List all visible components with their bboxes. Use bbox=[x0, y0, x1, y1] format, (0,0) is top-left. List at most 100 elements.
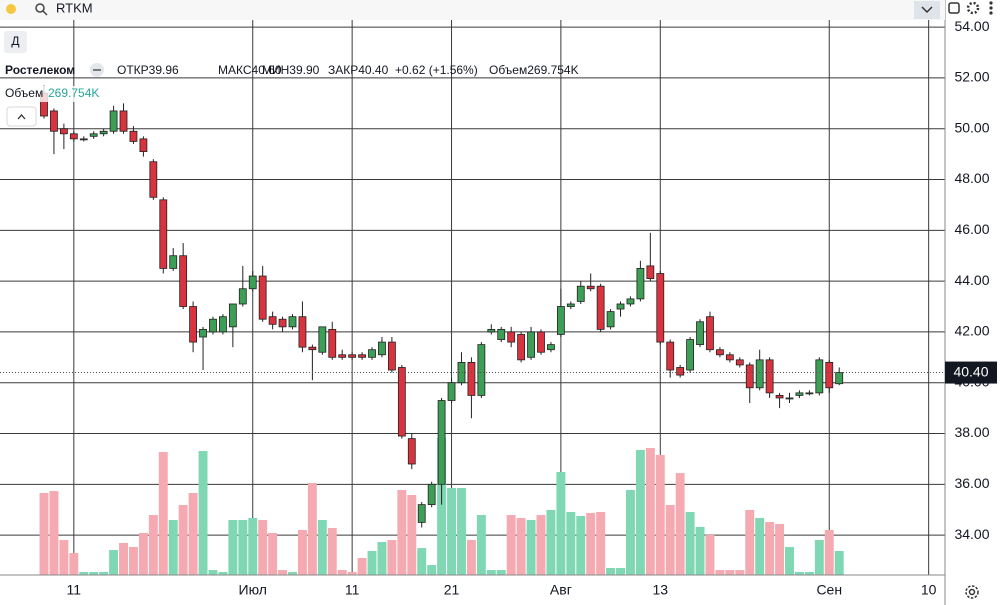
candle-body bbox=[745, 364, 754, 389]
volume-bar bbox=[238, 520, 248, 575]
candle-body bbox=[596, 285, 605, 330]
menu-button[interactable] bbox=[989, 1, 993, 15]
candle-body bbox=[348, 354, 357, 358]
volume-legend-label: Объем bbox=[5, 86, 43, 100]
candle-layer bbox=[40, 85, 844, 528]
x-tick-label: 13 bbox=[652, 582, 668, 598]
volume-bar bbox=[794, 571, 804, 575]
candle-body bbox=[815, 359, 824, 394]
candle-body bbox=[169, 255, 178, 269]
candle-body bbox=[537, 331, 545, 353]
volume-bar bbox=[288, 571, 297, 575]
volume-legend-value: 269.754K bbox=[48, 86, 99, 100]
candle-body bbox=[79, 138, 88, 141]
candle-body bbox=[616, 303, 625, 310]
volume-bar bbox=[576, 516, 586, 575]
candle-body bbox=[209, 318, 217, 333]
volume-bar bbox=[228, 520, 238, 575]
candle-body bbox=[626, 298, 635, 305]
volume-bar bbox=[119, 542, 128, 575]
volume-bar bbox=[496, 570, 506, 575]
search-icon[interactable] bbox=[35, 3, 48, 16]
candle-body bbox=[825, 361, 834, 389]
candle-body bbox=[785, 397, 794, 400]
y-tick-label: 36.00 bbox=[954, 475, 989, 491]
candle-body bbox=[447, 382, 456, 401]
symbol[interactable]: RTKM bbox=[56, 0, 93, 15]
candle-body bbox=[298, 316, 307, 348]
candle-body bbox=[368, 349, 376, 358]
volume-bar bbox=[596, 512, 606, 575]
candle-body bbox=[238, 288, 247, 305]
y-tick-label: 34.00 bbox=[954, 526, 989, 542]
volume-bar bbox=[556, 471, 566, 575]
stat: МИН39.90 bbox=[262, 63, 320, 77]
candle-body bbox=[755, 359, 764, 389]
volume-bar bbox=[476, 515, 486, 575]
volume-bar bbox=[327, 528, 337, 575]
volume-bar bbox=[347, 571, 357, 575]
volume-bar bbox=[765, 521, 775, 575]
volume-bar bbox=[685, 512, 695, 575]
volume-bar bbox=[437, 437, 447, 575]
candle-body bbox=[179, 255, 188, 307]
candle-body bbox=[507, 331, 516, 343]
candle-body bbox=[119, 110, 128, 132]
y-tick-label: 38.00 bbox=[954, 424, 989, 440]
candle-body bbox=[159, 199, 168, 269]
candle-body bbox=[547, 344, 555, 351]
volume-bar bbox=[59, 540, 69, 575]
volume-bar bbox=[675, 473, 685, 575]
dropdown[interactable] bbox=[914, 1, 940, 19]
volume-bar bbox=[168, 520, 178, 575]
volume-bar bbox=[268, 533, 278, 575]
volume-bar bbox=[367, 550, 377, 575]
volume-bar bbox=[387, 540, 397, 575]
volume-bar bbox=[526, 520, 536, 575]
volume-bar bbox=[804, 571, 814, 575]
x-tick-label: 10 bbox=[921, 582, 937, 598]
candle-body bbox=[219, 316, 227, 333]
volume-bar bbox=[188, 492, 198, 575]
candle-body bbox=[99, 130, 108, 135]
candle-body bbox=[288, 316, 297, 328]
volume-bar bbox=[417, 548, 427, 575]
candle-body bbox=[775, 395, 784, 399]
collapse-button[interactable] bbox=[6, 106, 37, 127]
volume-bar bbox=[635, 450, 645, 575]
volume-bar bbox=[427, 565, 437, 575]
volume-bar bbox=[258, 520, 268, 575]
candle-body bbox=[89, 133, 98, 137]
candle-body bbox=[318, 326, 327, 353]
candle-body bbox=[795, 392, 804, 396]
volume-bar bbox=[138, 533, 148, 575]
candle-body bbox=[576, 285, 585, 302]
candle-body bbox=[258, 275, 267, 320]
volume-bar bbox=[566, 512, 576, 575]
window-button[interactable] bbox=[948, 2, 960, 14]
settings-button[interactable] bbox=[966, 1, 980, 15]
grid bbox=[0, 20, 945, 575]
chevron bbox=[921, 6, 933, 14]
volume-bar bbox=[109, 550, 119, 575]
status-dot bbox=[6, 4, 16, 14]
volume-bar bbox=[307, 483, 317, 575]
volume-bar bbox=[695, 526, 705, 575]
axes: 34.0036.0038.0040.0042.0044.0046.0048.00… bbox=[0, 18, 997, 598]
last-price-label: 40.40 bbox=[953, 363, 988, 379]
instrument-name: Ростелеком bbox=[5, 63, 75, 77]
gear-button[interactable] bbox=[965, 585, 979, 599]
volume-bar bbox=[218, 571, 228, 575]
volume-bar bbox=[198, 450, 208, 575]
candle-body bbox=[69, 133, 78, 140]
candle-body bbox=[358, 354, 366, 358]
y-tick-label: 44.00 bbox=[954, 272, 989, 288]
candle-body bbox=[636, 268, 645, 300]
interval-button[interactable] bbox=[4, 31, 27, 53]
x-tick-label: 21 bbox=[444, 582, 460, 598]
volume-bar bbox=[735, 570, 745, 575]
interval: Д bbox=[11, 34, 19, 48]
volume-bar bbox=[377, 541, 387, 575]
